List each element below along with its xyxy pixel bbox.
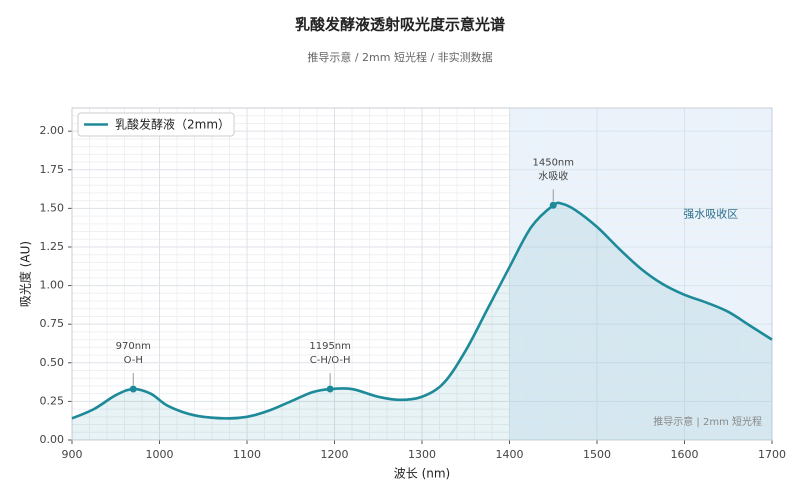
- plot-frame: [71, 107, 773, 441]
- x-tick-label: 1700: [758, 448, 786, 461]
- y-tick-label: 2.00: [40, 124, 65, 137]
- y-tick-label: 0.75: [40, 317, 65, 330]
- area: [72, 202, 772, 440]
- region-label: 强水吸收区: [683, 207, 738, 221]
- line: [71, 201, 773, 420]
- y-tick-label: 1.75: [40, 163, 65, 176]
- y-tick-label: 1.25: [40, 240, 65, 253]
- y-tick-label: 1.00: [40, 279, 65, 292]
- x-axis-label: 波长 (nm): [394, 467, 450, 481]
- y-tick-label: 0.25: [40, 394, 65, 407]
- annotation-point: [549, 201, 557, 209]
- x-tick-label: 1500: [583, 448, 611, 461]
- region: [509, 108, 772, 440]
- annotation-label: 1450nm: [532, 157, 574, 168]
- x-tick-label: 1000: [146, 448, 174, 461]
- legend-box: [77, 112, 235, 137]
- x-tick-label: 900: [62, 448, 83, 461]
- y-tick-label: 0.50: [40, 356, 65, 369]
- annotation-label: O-H: [124, 355, 143, 366]
- x-tick-label: 1400: [496, 448, 524, 461]
- chart-title: 乳酸发酵液透射吸光度示意光谱: [295, 16, 505, 34]
- annotation-label: 1195nm: [309, 341, 351, 352]
- annotation-label: 水吸收: [538, 169, 568, 182]
- annotation-label: 970nm: [116, 341, 151, 352]
- x-tick-label: 1200: [321, 448, 349, 461]
- annotation-point: [129, 385, 137, 393]
- annotation-point: [326, 385, 334, 393]
- annotation-label: C-H/O-H: [310, 355, 351, 366]
- legend-label: 乳酸发酵液（2mm）: [115, 117, 230, 132]
- y-tick-label: 0.00: [40, 433, 65, 446]
- y-tick-label: 1.50: [40, 201, 65, 214]
- footnote: 推导示意 | 2mm 短光程: [653, 415, 762, 428]
- x-tick-label: 1100: [233, 448, 261, 461]
- y-axis-label: 吸光度 (AU): [18, 241, 33, 307]
- x-tick-label: 1600: [671, 448, 699, 461]
- x-tick-label: 1300: [408, 448, 436, 461]
- chart-subtitle: 推导示意 / 2mm 短光程 / 非实测数据: [307, 50, 492, 64]
